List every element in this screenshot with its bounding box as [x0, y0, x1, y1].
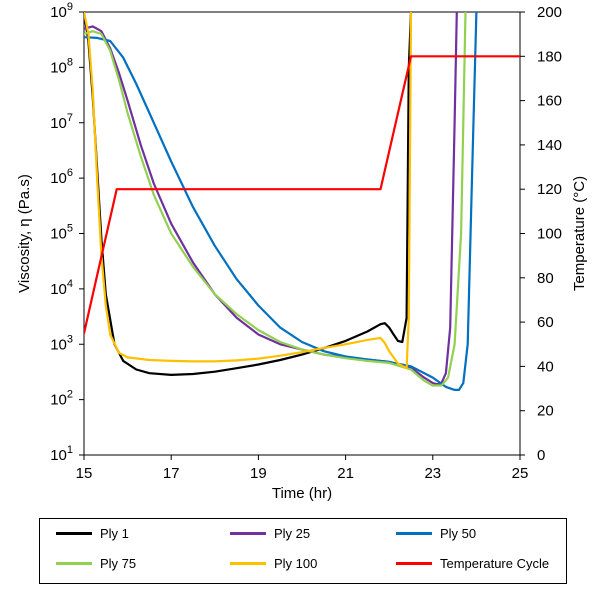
y2-tick-label: 120	[537, 181, 562, 198]
series-layer	[84, 12, 520, 391]
series-line-ply-50	[84, 12, 478, 391]
y-tick-label: 101	[50, 444, 73, 464]
y2-tick-label: 80	[537, 270, 554, 287]
legend-label: Ply 1	[100, 525, 129, 541]
legend-swatch	[396, 531, 432, 535]
x-tick-label: 15	[76, 465, 93, 482]
legend-item-ply-50: Ply 50	[396, 524, 476, 542]
x-axis-title: Time (hr)	[272, 485, 332, 502]
series-line-ply-25	[84, 12, 458, 386]
x-tick-label: 17	[163, 465, 180, 482]
x-tick-label: 19	[250, 465, 267, 482]
legend-swatch	[230, 561, 266, 565]
chart-area: 15 17 19 21 23 25 101 102 103 104 105 106 107 108 109 0…	[16, 1, 588, 502]
y-tick-label: 103	[50, 333, 73, 353]
legend: Ply 1 Ply 25 Ply 50 Ply 75 Ply 100 Temperatur…	[39, 518, 567, 584]
legend-item-temperature-cycle: Temperature Cycle	[396, 554, 549, 572]
ticks-layer: 15 17 19 21 23 25 101 102 103 104 105 106 107 108 109 0…	[50, 1, 562, 482]
y2-tick-label: 160	[537, 93, 562, 110]
y2-tick-label: 20	[537, 403, 554, 420]
y2-tick-label: 100	[537, 226, 562, 243]
legend-label: Ply 50	[440, 525, 477, 541]
y-tick-label: 109	[50, 1, 73, 21]
legend-item-ply-100: Ply 100	[230, 554, 317, 572]
series-line-temperature-cycle	[84, 55, 520, 335]
y2-axis-title: Temperature (°C)	[571, 176, 588, 291]
legend-label: Ply 25	[274, 525, 311, 541]
y2-tick-label: 40	[537, 358, 554, 375]
legend-item-ply-1: Ply 1	[56, 524, 129, 542]
legend-item-ply-75: Ply 75	[56, 554, 136, 572]
x-tick-label: 25	[512, 465, 529, 482]
legend-label: Ply 75	[100, 555, 137, 571]
legend-item-ply-25: Ply 25	[230, 524, 310, 542]
y2-tick-label: 0	[537, 447, 545, 464]
y-tick-label: 105	[50, 223, 73, 243]
series-line-ply-100	[84, 12, 413, 370]
legend-swatch	[56, 531, 92, 535]
y2-tick-label: 140	[537, 137, 562, 154]
legend-swatch	[56, 561, 92, 565]
y-tick-label: 106	[50, 167, 73, 187]
y2-tick-label: 180	[537, 48, 562, 65]
x-tick-label: 23	[424, 465, 441, 482]
y-tick-label: 108	[50, 56, 73, 76]
x-tick-label: 21	[337, 465, 354, 482]
y2-tick-label: 200	[537, 4, 562, 21]
y-tick-label: 102	[50, 389, 73, 409]
legend-label: Temperature Cycle	[440, 555, 550, 571]
legend-label: Ply 100	[274, 555, 318, 571]
series-line-ply-75	[84, 12, 467, 387]
series-line-ply-1	[84, 12, 413, 376]
y-tick-label: 107	[50, 112, 73, 132]
legend-swatch	[396, 561, 432, 565]
y-axis-title: Viscosity, η (Pa.s)	[16, 174, 33, 293]
y2-tick-label: 60	[537, 314, 554, 331]
y-tick-label: 104	[50, 278, 73, 298]
legend-swatch	[230, 531, 266, 535]
